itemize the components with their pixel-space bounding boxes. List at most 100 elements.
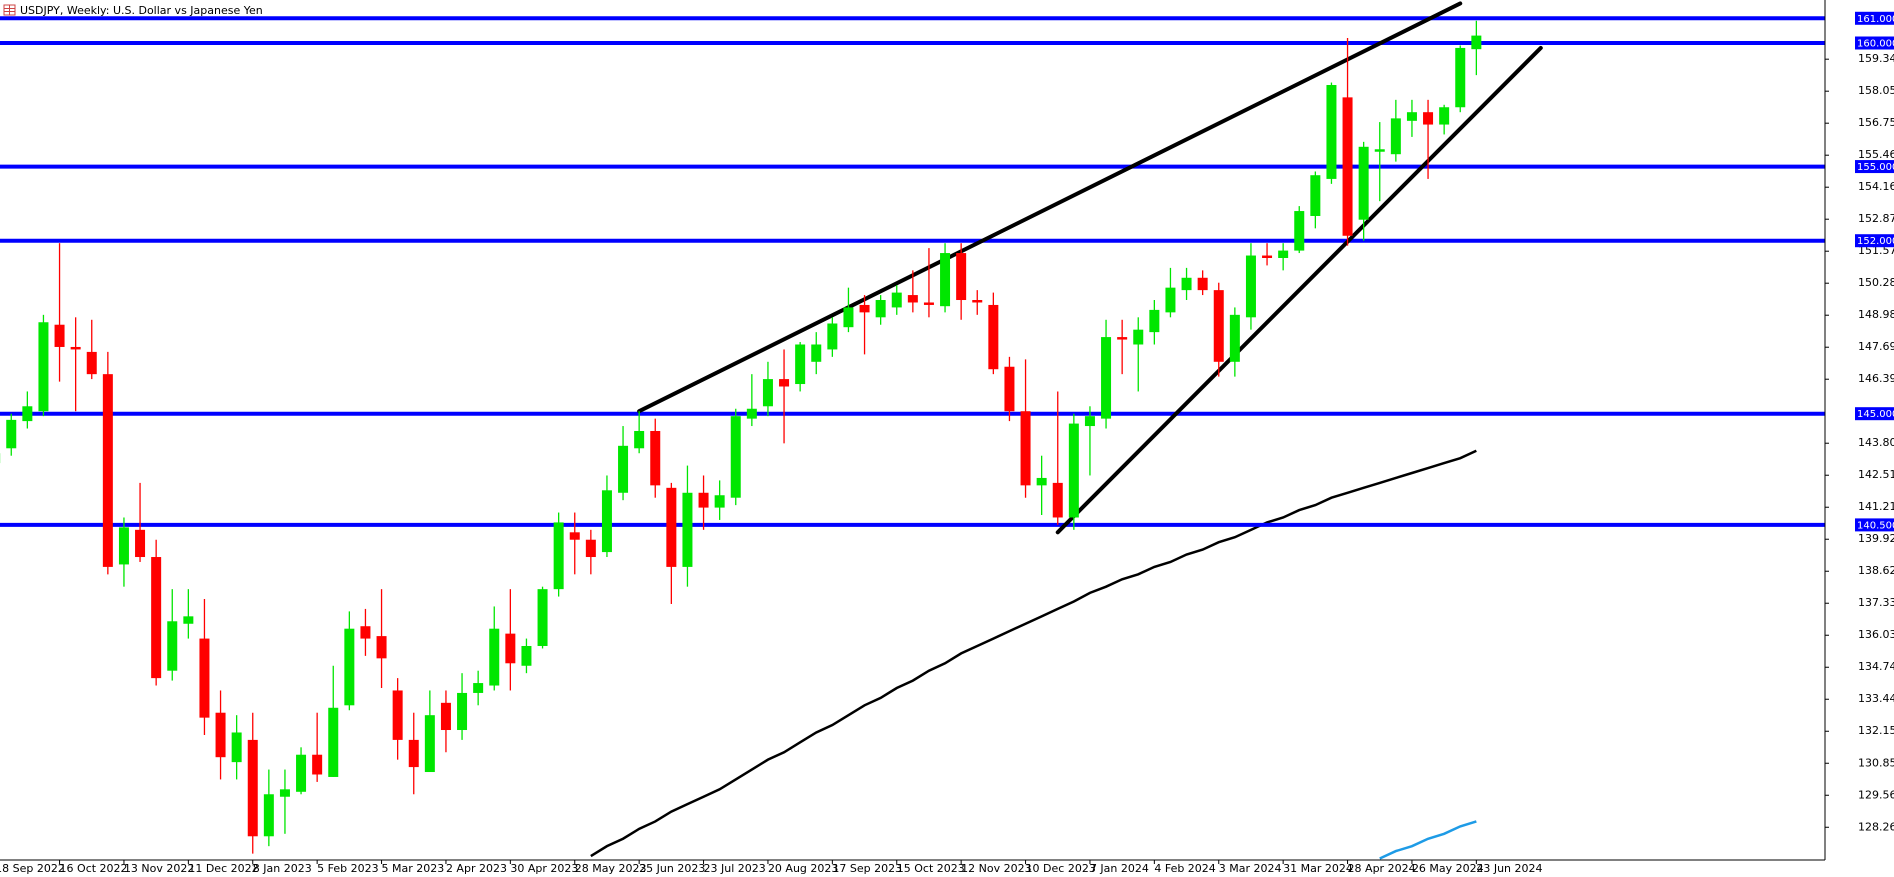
candle-body [1294,211,1305,251]
x-tick-label: 18 Sep 2022 [0,862,65,875]
candle-body [891,292,902,308]
candle-body [70,346,81,350]
candle-body [762,379,773,407]
candle-body [956,253,967,301]
candle-body [537,589,548,646]
y-tick-label: 146.395 [1858,372,1894,385]
candle-body [38,322,49,412]
y-tick-label: 154.165 [1858,180,1894,193]
y-tick-label: 155.460 [1858,148,1894,161]
candle-body [923,302,934,305]
candle-body [907,295,918,303]
candle-body [585,539,596,558]
y-tick-label: 152.870 [1858,212,1894,225]
candle-body [1439,107,1450,125]
candle-body [1262,255,1273,258]
candle-body [1310,175,1321,216]
candle-body [1197,277,1208,291]
trend-line [637,1,1463,414]
candle-body [135,529,146,558]
moving-average [590,449,1477,858]
candle-body [102,374,113,567]
candle-body [827,323,838,350]
candle-body [1004,366,1015,412]
candle-body [22,406,33,422]
y-tick-label: 129.560 [1858,788,1894,801]
y-tick-label: 130.855 [1858,756,1894,769]
y-tick-label: 134.740 [1858,660,1894,673]
x-tick-label: 13 Nov 2022 [124,862,194,875]
candle-body [151,557,162,679]
candle-body [988,304,999,370]
candle-body [1374,149,1385,152]
candle-body [440,702,451,731]
candle-body [1326,85,1337,179]
candle-body [360,626,371,639]
y-tick-label: 138.625 [1858,564,1894,577]
candle-body [1455,47,1466,108]
y-tick-label: 142.510 [1858,468,1894,481]
x-tick-label: 26 May 2024 [1412,862,1484,875]
candle-body [698,492,709,508]
moving-average [1379,820,1477,860]
chart-title: USDJPY, Weekly: U.S. Dollar vs Japanese … [20,4,263,17]
candle-body [553,522,564,590]
candle-body [972,300,983,303]
level-label-box [1855,36,1894,50]
candle-body [312,754,323,775]
candle-body [6,419,17,449]
candle-body [1149,309,1160,333]
plot-area [0,1,1825,860]
candle-body [634,430,645,449]
y-tick-label: 139.920 [1858,532,1894,545]
candle-body [746,408,757,419]
candle-body [86,351,97,375]
level-label-box [1855,160,1894,174]
candle-body [569,532,580,540]
candle-body [424,715,435,773]
candle-body [183,616,194,624]
candle-body [795,344,806,385]
candle-body [1020,411,1031,486]
candle-body [328,707,339,777]
x-tick-label: 5 Mar 2023 [382,862,445,875]
level-label-box [1855,11,1894,25]
x-tick-label: 12 Nov 2023 [961,862,1031,875]
x-tick-label: 30 Apr 2023 [510,862,578,875]
candle-body [344,628,355,706]
y-tick-label: 133.445 [1858,692,1894,705]
candle-body [215,712,226,758]
candle-body [650,430,661,486]
candle-body [457,692,468,731]
level-label: 145.000 [1857,409,1894,420]
candle-body [779,379,790,387]
y-tick-label: 132.150 [1858,724,1894,737]
candle-body [473,683,484,693]
x-tick-label: 2 Apr 2023 [446,862,507,875]
level-label-box [1855,407,1894,421]
level-label: 140.500 [1857,520,1894,531]
candle-body [199,638,210,718]
level-label: 161.000 [1857,14,1894,25]
x-tick-label: 28 May 2023 [575,862,647,875]
x-tick-label: 23 Jun 2024 [1476,862,1542,875]
candle-body [1036,477,1047,486]
y-tick-label: 158.050 [1858,84,1894,97]
candle-body [1358,146,1369,220]
y-tick-label: 150.280 [1858,276,1894,289]
candle-body [1278,250,1289,258]
candle-body [118,527,129,565]
candle-body [247,739,258,837]
level-label: 160.000 [1857,39,1894,50]
candle-body [1213,290,1224,362]
candle-body [1390,118,1401,155]
candle-body [875,300,886,318]
candle-body [682,492,693,567]
candle-body [376,636,387,659]
candle-body [1068,423,1079,518]
candle-body [1406,112,1417,121]
candle-body [859,304,870,313]
candle-body [1052,482,1063,518]
y-tick-label: 151.575 [1858,244,1894,257]
